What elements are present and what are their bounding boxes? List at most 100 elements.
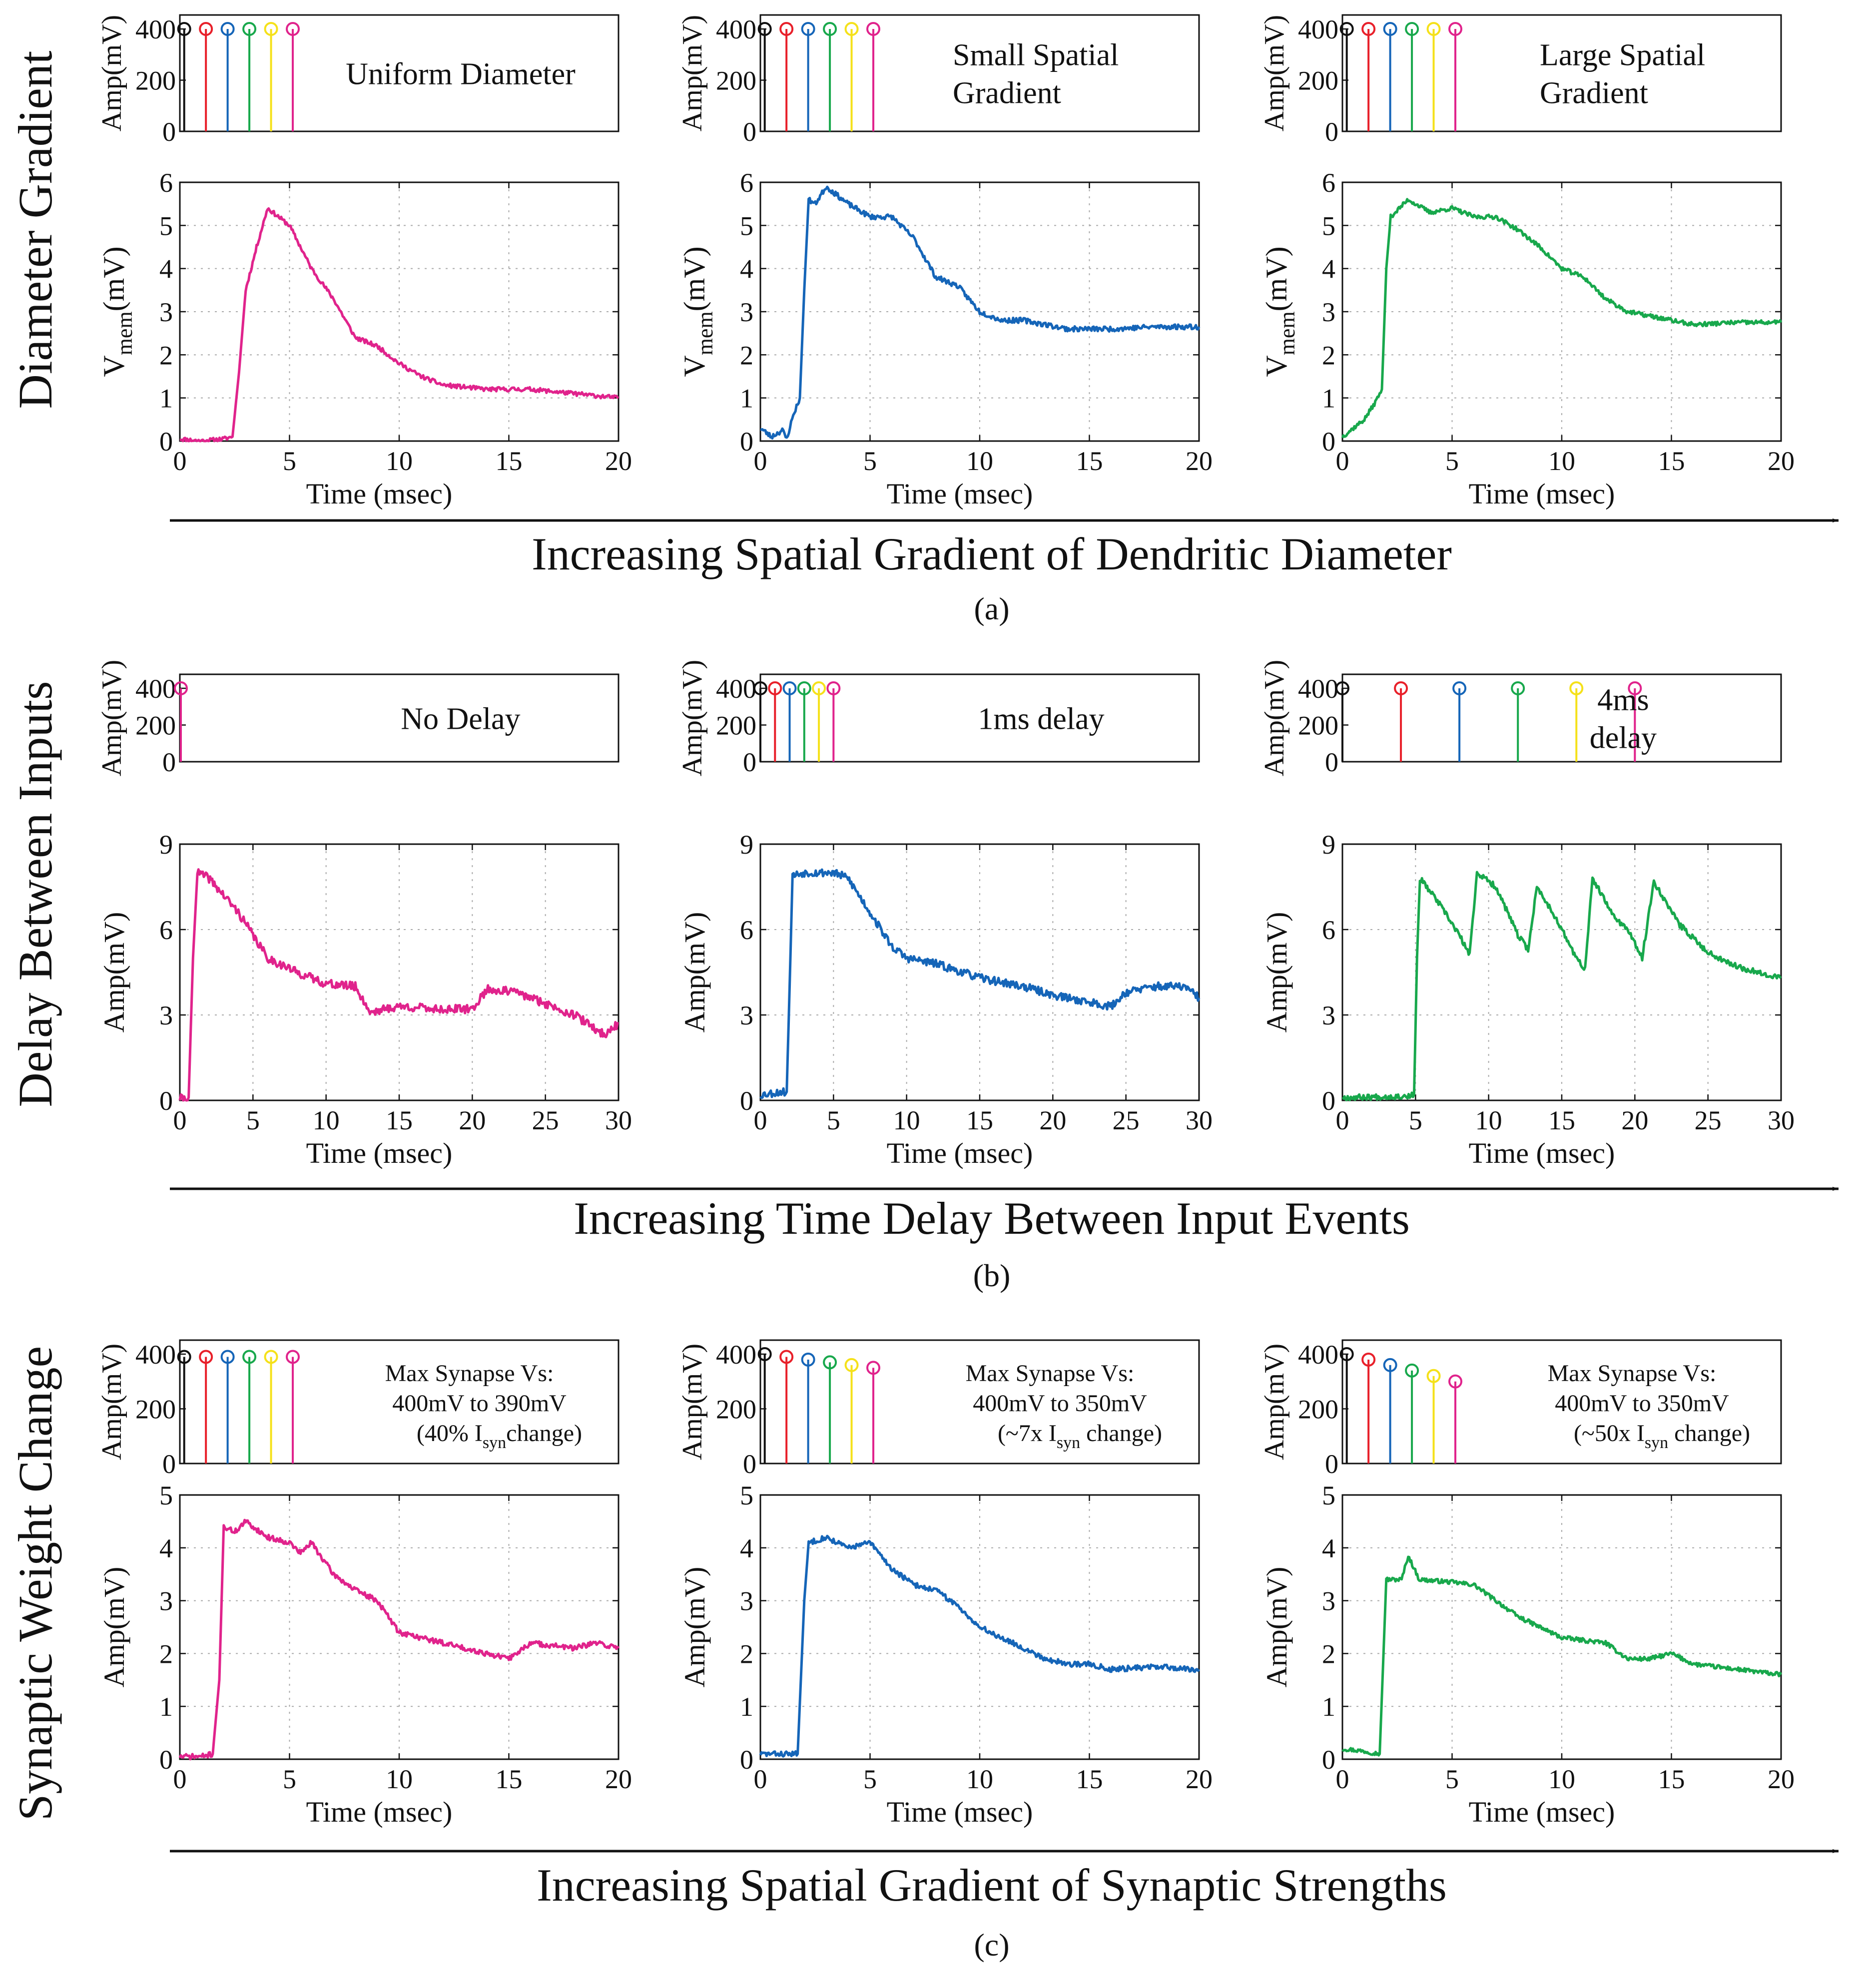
y-tick-label: 400 (135, 14, 176, 44)
x-tick-label: 20 (459, 1105, 486, 1135)
stem-marker (1452, 681, 1467, 695)
y-tick-label: 3 (1322, 297, 1335, 327)
stem-marker (812, 681, 826, 695)
x-tick-label: 25 (1113, 1105, 1140, 1135)
y-axis-label: Amp(mV) (1259, 15, 1290, 131)
stem-pink (286, 22, 300, 131)
y-axis-label: Amp(mV) (677, 1344, 708, 1460)
x-tick-label: 0 (173, 1105, 187, 1135)
stem-marker (801, 22, 815, 36)
y-tick-label: 400 (716, 14, 756, 44)
x-tick-label: 0 (1336, 1764, 1349, 1794)
x-tick-label: 15 (496, 1764, 523, 1794)
y-label-tail: (mV) (678, 246, 711, 311)
stem-panel-a3-input: 0 200 400 Amp(mV) Large Spatial Gradient (1259, 14, 1782, 147)
y-tick-label: 0 (1325, 1449, 1338, 1479)
stem-marker (1405, 1363, 1419, 1378)
y-tick-label: 400 (716, 674, 756, 704)
y-tick-label: 3 (740, 297, 753, 327)
x-tick-label: 0 (173, 1764, 187, 1794)
stem-green (823, 22, 837, 131)
y-tick-label: 1 (159, 1692, 173, 1722)
y-axis-label: Amp(mV) (96, 15, 127, 131)
y-tick-label: 1 (740, 384, 753, 414)
stem-marker (1426, 1369, 1441, 1383)
y-tick-label: 0 (740, 1086, 753, 1116)
y-tick-label: 6 (1322, 915, 1335, 945)
stem-marker (797, 681, 811, 695)
y-tick-label: 3 (1322, 1586, 1335, 1616)
x-tick-label: 15 (386, 1105, 413, 1135)
stem-marker (220, 1350, 235, 1364)
x-tick-label: 5 (283, 446, 296, 476)
x-tick-label: 10 (1475, 1105, 1502, 1135)
stem-panel-a2-input: 0 200 400 Amp(mV) Small Spatial Gradient (677, 14, 1200, 147)
annotation-text: No Delay (401, 702, 520, 736)
x-axis-label: Time (msec) (306, 1796, 453, 1828)
stem-green (1405, 22, 1419, 131)
x-axis-label: Time (msec) (887, 1137, 1033, 1169)
y-axis-label: Amp(mV) (96, 1344, 127, 1460)
x-tick-label: 30 (1186, 1105, 1213, 1135)
x-tick-label: 0 (754, 446, 767, 476)
x-tick-label: 15 (966, 1105, 993, 1135)
y-tick-label: 200 (135, 711, 176, 741)
x-tick-label: 15 (1076, 446, 1103, 476)
stem-marker (844, 22, 859, 36)
x-tick-label: 15 (496, 446, 523, 476)
x-tick-label: 5 (1445, 446, 1459, 476)
y-tick-label: 0 (743, 747, 756, 777)
line-panel-c3-output: 0 5 10 15 20 0 1 2 3 4 5 Time (msec) Amp(mV) (1260, 1480, 1795, 1828)
x-tick-label: 5 (1409, 1105, 1422, 1135)
stem-red (1394, 681, 1408, 762)
y-tick-label: 0 (1325, 117, 1338, 147)
y-tick-label: 4 (1322, 1533, 1335, 1563)
annotation-subscript: syn (483, 1434, 506, 1452)
y-tick-label: 2 (159, 340, 173, 370)
stem-black (753, 681, 767, 762)
y-tick-label: 1 (1322, 1692, 1335, 1722)
y-tick-label: 5 (740, 1480, 753, 1510)
y-tick-label: 0 (159, 427, 173, 457)
y-tick-label: 200 (135, 66, 176, 96)
y-tick-label: 400 (1298, 14, 1338, 44)
annotation-paren: (~50x Isyn change) (1574, 1420, 1750, 1452)
x-tick-label: 0 (1336, 446, 1349, 476)
x-tick-label: 15 (1658, 446, 1685, 476)
stem-pink (1628, 681, 1642, 762)
annotation-text: Max Synapse Vs: (1548, 1360, 1717, 1387)
annotation-text: 4ms (1597, 683, 1649, 717)
x-axis-label: Time (msec) (306, 1137, 453, 1169)
stem-marker (757, 22, 772, 36)
stem-marker (866, 22, 881, 36)
y-tick-label: 4 (159, 254, 173, 284)
annotation-text: Gradient (1540, 76, 1648, 110)
series-line-c2-output (759, 1534, 1200, 1758)
y-label-subscript: mem (1275, 311, 1299, 355)
x-tick-label: 0 (1336, 1105, 1349, 1135)
stem-blue (220, 22, 235, 131)
stem-marker (1405, 22, 1419, 36)
x-tick-label: 20 (1186, 446, 1213, 476)
stem-yellow (844, 22, 859, 131)
x-tick-label: 20 (1039, 1105, 1066, 1135)
line-panel-a1-output: 0 5 10 15 20 0 1 2 3 4 5 6 Time (msec) Vmem(mV) (97, 168, 632, 510)
stem-yellow (1426, 1369, 1441, 1464)
stem-black (177, 1350, 191, 1464)
y-label-main: V (97, 355, 130, 377)
y-tick-label: 200 (716, 1395, 756, 1425)
x-tick-label: 0 (173, 446, 187, 476)
arrow-caption-a: Increasing Spatial Gradient of Dendritic… (532, 528, 1452, 579)
stem-marker (1383, 22, 1397, 36)
stem-panel-frame (179, 1339, 620, 1465)
annotation-subscript: syn (1057, 1434, 1080, 1452)
stem-marker (801, 1352, 815, 1367)
x-tick-label: 25 (1695, 1105, 1722, 1135)
stem-marker (826, 681, 841, 695)
stem-yellow (1569, 681, 1584, 762)
series-line-c3-output (1341, 1555, 1783, 1757)
x-tick-label: 25 (532, 1105, 559, 1135)
y-tick-label: 5 (740, 211, 753, 241)
y-axis-label: Amp(mV) (96, 660, 127, 776)
